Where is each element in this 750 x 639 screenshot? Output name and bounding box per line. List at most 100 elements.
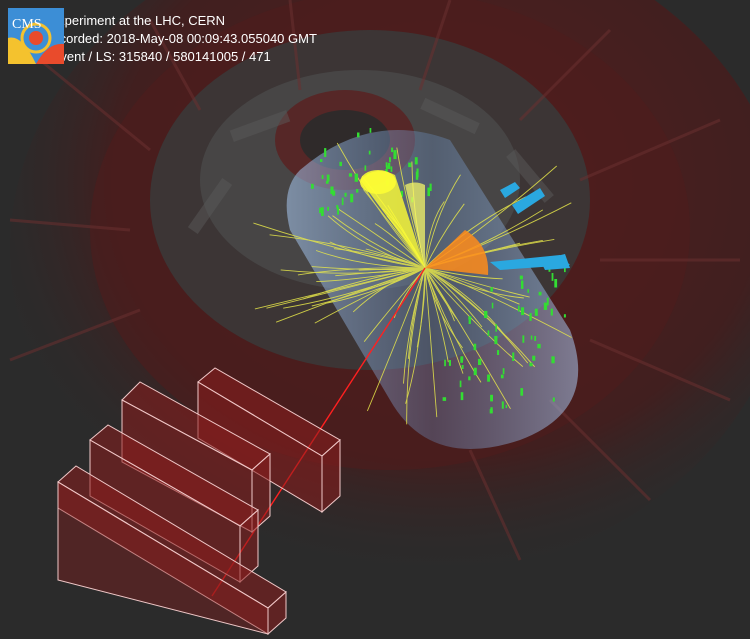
track — [338, 208, 426, 269]
ecal-hit — [497, 350, 500, 355]
track — [405, 267, 426, 404]
ecal-hit — [521, 280, 524, 289]
hcal-towers — [490, 182, 570, 270]
ecal-hit — [357, 132, 360, 138]
ecal-hit — [324, 148, 327, 157]
ecal-hit — [332, 190, 336, 196]
ecal-hit — [390, 166, 393, 172]
ecal-hit — [459, 380, 462, 388]
ecal-hit — [563, 314, 566, 318]
track — [424, 174, 461, 269]
experiment-title: CMS Experiment at the LHC, CERN — [17, 13, 226, 28]
particle-tracks — [253, 142, 572, 425]
track — [366, 267, 426, 412]
ecal-hit — [341, 197, 344, 206]
ecal-hit — [427, 187, 430, 197]
track — [352, 267, 426, 313]
track — [303, 267, 426, 300]
ecal-hit — [336, 205, 339, 209]
ecal-hit — [344, 192, 347, 197]
ecal-hit — [520, 388, 524, 396]
ecal-hit — [505, 404, 508, 408]
track — [424, 203, 465, 269]
ecal-hit — [494, 335, 498, 345]
track — [424, 267, 520, 305]
ecal-hit — [444, 359, 446, 367]
ecal-hit — [487, 374, 490, 382]
ecal-hit — [473, 343, 477, 351]
ecal-hit — [325, 180, 329, 184]
ecal-hit — [364, 165, 367, 171]
track — [363, 189, 426, 269]
ecal-hit — [369, 128, 372, 133]
ecal-hit — [321, 174, 324, 179]
ecal-hit — [356, 189, 359, 193]
ecal-hit — [551, 273, 554, 281]
ecal-hit — [368, 150, 371, 155]
track — [424, 267, 508, 339]
jet-orange — [425, 230, 489, 275]
ecal-hit — [319, 207, 322, 214]
ecal-hit — [537, 343, 541, 349]
ecal-hit — [538, 291, 542, 296]
track — [406, 267, 426, 425]
ecal-hit — [385, 169, 388, 173]
ecal-hit — [500, 374, 504, 379]
ecal-hit — [519, 275, 523, 280]
track — [280, 267, 426, 274]
track — [424, 267, 438, 418]
ecal-hit — [530, 335, 533, 340]
ecal-hit — [391, 147, 394, 153]
ecal-hit — [491, 302, 494, 309]
track — [403, 267, 426, 384]
track — [424, 267, 503, 280]
ecal-hit — [473, 367, 477, 376]
ecal-hits — [311, 128, 566, 414]
ecal-hit — [393, 150, 397, 160]
track — [332, 215, 426, 269]
track — [275, 267, 426, 323]
track — [315, 250, 426, 269]
ecal-hit — [387, 162, 391, 169]
ecal-hit — [484, 310, 488, 318]
ecal-hit — [490, 407, 493, 414]
track — [396, 147, 426, 269]
ecal-hit — [532, 355, 536, 361]
ecal-hit — [350, 193, 354, 203]
ecal-hit — [495, 324, 497, 332]
ecal-hit — [534, 336, 537, 341]
ecal-hit — [326, 174, 330, 182]
ecal-hit — [522, 335, 525, 343]
ecal-hit — [490, 287, 493, 292]
ecal-hit — [400, 190, 403, 197]
ecal-hit — [460, 392, 464, 401]
ecal-hit — [442, 397, 447, 401]
cms-logo: CMS — [8, 8, 64, 64]
ecal-hit — [460, 356, 464, 361]
ecal-hit — [512, 352, 515, 361]
ecal-hit — [415, 171, 419, 180]
ecal-hit — [339, 161, 342, 167]
ecal-hit — [550, 308, 553, 316]
ecal-hit — [348, 173, 353, 177]
ecal-hit — [330, 186, 334, 195]
track — [335, 267, 426, 277]
ecal-hit — [414, 157, 418, 165]
ecal-hit — [460, 358, 463, 363]
track — [374, 223, 426, 269]
track — [333, 248, 426, 269]
ecal-hit — [478, 358, 482, 365]
ecal-hit — [385, 162, 388, 168]
ecal-hit — [502, 368, 505, 375]
muon-chamber — [197, 367, 341, 514]
ecal-hit — [521, 307, 525, 316]
ecal-hit — [501, 401, 504, 409]
ecal-hit — [468, 319, 471, 324]
ecal-hit — [468, 376, 471, 381]
run-event-info: Run / Event / LS: 315840 / 580141005 / 4… — [17, 49, 271, 64]
ecal-hit — [518, 305, 520, 312]
ecal-hit — [543, 302, 548, 310]
jet-yellow — [360, 171, 425, 268]
ecal-hit — [490, 394, 493, 402]
